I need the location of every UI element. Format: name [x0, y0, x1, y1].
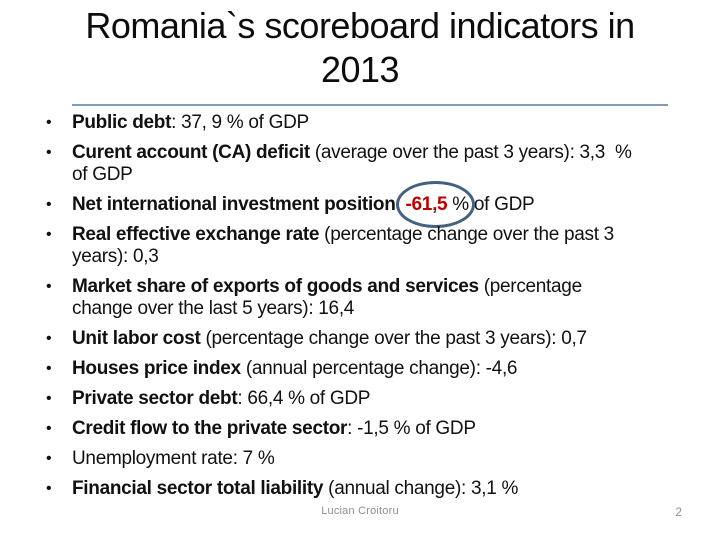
text-segment: (annual change): 3,1 % — [323, 478, 519, 499]
page-number: 2 — [675, 505, 682, 519]
bullet-item: Houses price index (annual percentage ch… — [42, 358, 672, 380]
text-segment: : 66,4 % of GDP — [237, 388, 371, 409]
bullet-item: Financial sector total liability (annual… — [42, 478, 672, 500]
text-segment: Public debt — [72, 112, 172, 133]
text-segment: Real effective exchange rate — [72, 224, 320, 245]
circle-annotation: -61,5 % — [395, 181, 476, 228]
text-segment: Private sector debt — [72, 388, 238, 409]
bullet-item: Credit flow to the private sector: -1,5 … — [42, 418, 672, 440]
text-segment: Unemployment rate: 7 % — [72, 448, 275, 469]
highlighted-value: -61,5 — [405, 194, 448, 215]
text-segment: of GDP — [468, 194, 535, 215]
text-segment: (average over the past 3 years): 3,3 % o… — [72, 142, 637, 185]
title-line-1: Romania`s scoreboard indicators in — [85, 5, 635, 46]
text-segment: Houses price index — [72, 358, 241, 379]
text-segment: : -1,5 % of GDP — [347, 418, 476, 439]
text-segment: : — [395, 194, 406, 215]
title-line-2: 2013 — [320, 49, 400, 90]
bullet-item: Curent account (CA) deficit (average ove… — [42, 142, 672, 186]
text-segment: Unit labor cost — [72, 328, 201, 349]
text-segment: (percentage change over the last 5 years… — [72, 276, 587, 319]
text-segment: (percentage change over the past 3 years… — [72, 224, 619, 267]
text-segment: Curent account (CA) deficit — [72, 142, 310, 163]
text-segment: Financial sector total liability — [72, 478, 324, 499]
title-divider — [72, 104, 668, 106]
text-segment: Credit flow to the private sector — [72, 418, 348, 439]
bullet-item: Private sector debt: 66,4 % of GDP — [42, 388, 672, 410]
text-segment: Net international investment position — [72, 194, 396, 215]
slide-title: Romania`s scoreboard indicators in 2013 — [0, 4, 720, 92]
bullet-item: Unit labor cost (percentage change over … — [42, 328, 672, 350]
bullet-list: Public debt: 37, 9 % of GDP Curent accoun… — [42, 112, 672, 508]
bullet-item: Market share of exports of goods and ser… — [42, 276, 672, 320]
text-segment: % — [447, 194, 469, 215]
text-segment: Market share of exports of goods and ser… — [72, 276, 479, 297]
bullet-item: Public debt: 37, 9 % of GDP — [42, 112, 672, 134]
bullet-item: Net international investment position: -… — [42, 181, 672, 228]
footer-author: Lucian Croitoru — [321, 505, 399, 517]
bullet-item: Real effective exchange rate (percentage… — [42, 224, 672, 268]
text-segment: : 37, 9 % of GDP — [171, 112, 309, 133]
text-segment: (annual percentage change): -4,6 — [240, 358, 518, 379]
bullet-item: Unemployment rate: 7 % — [42, 448, 672, 470]
text-segment: (percentage change over the past 3 years… — [200, 328, 587, 349]
